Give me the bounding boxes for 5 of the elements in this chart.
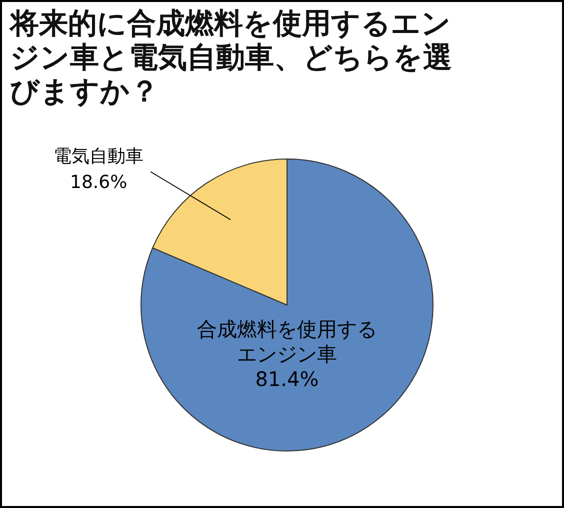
slice-label: 電気自動車: [54, 146, 144, 167]
data-label: 81.4%: [255, 366, 319, 391]
data-label: 18.6%: [70, 172, 128, 193]
slice-label: 合成燃料を使用するエンジン車: [197, 316, 377, 366]
chart-title: 将来的に合成燃料を使用するエンジン車と電気自動車、どちらを選びますか？: [8, 6, 452, 108]
